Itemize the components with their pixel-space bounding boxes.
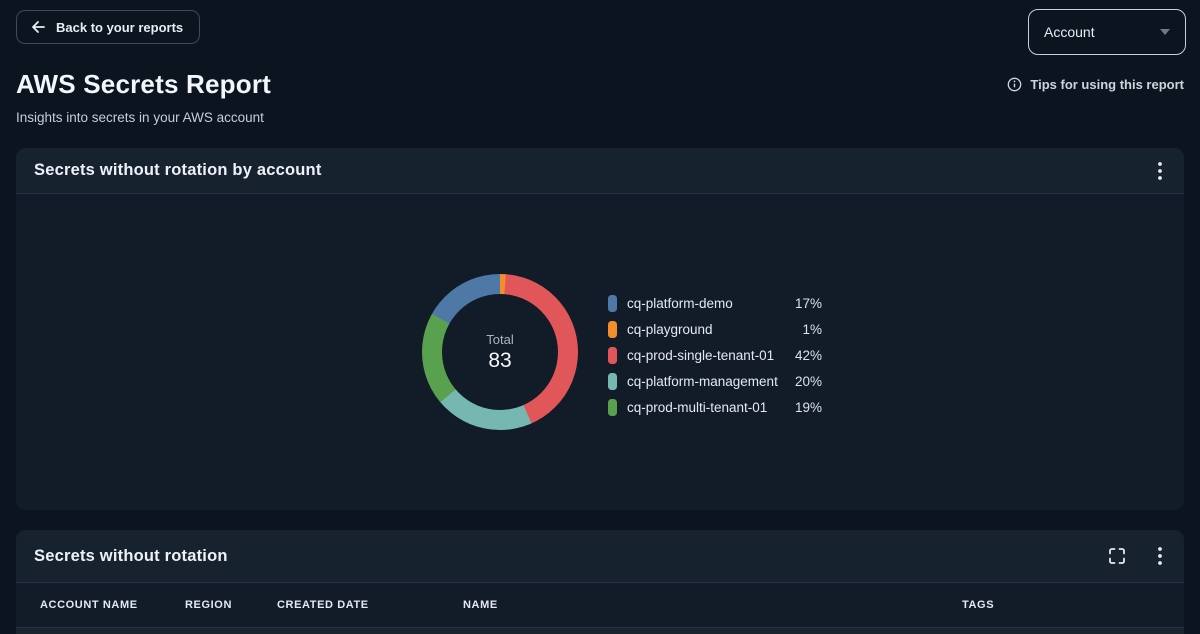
- chart-legend: cq-platform-demo 17% cq-playground 1% cq…: [608, 291, 822, 420]
- legend-label: cq-prod-single-tenant-01: [627, 347, 775, 363]
- kebab-menu-icon: [1158, 161, 1162, 180]
- page-title: AWS Secrets Report: [16, 69, 272, 99]
- chart-card-title: Secrets without rotation by account: [34, 161, 322, 179]
- legend-item[interactable]: cq-playground 1%: [608, 317, 822, 343]
- legend-color-marker: [608, 295, 617, 313]
- info-icon: [1008, 77, 1022, 92]
- legend-percent: 17%: [794, 296, 822, 312]
- expand-button[interactable]: [1104, 543, 1130, 569]
- legend-percent: 20%: [794, 373, 822, 389]
- page-subtitle: Insights into secrets in your AWS accoun…: [16, 110, 264, 125]
- table-header-row: ACCOUNT NAME REGION CREATED DATE NAME TA…: [16, 583, 1184, 628]
- donut-chart[interactable]: Total 83: [422, 274, 578, 430]
- donut-total-value: 83: [488, 348, 512, 372]
- legend-label: cq-prod-multi-tenant-01: [627, 399, 768, 415]
- kebab-menu-icon: [1158, 547, 1162, 565]
- legend-item[interactable]: cq-platform-demo 17%: [608, 291, 822, 317]
- chart-card-header: Secrets without rotation by account: [16, 148, 1184, 194]
- table-card-title: Secrets without rotation: [34, 546, 228, 565]
- account-dropdown-value: Account: [1044, 24, 1095, 40]
- chevron-down-icon: [1160, 29, 1170, 35]
- chart-card-menu-button[interactable]: [1154, 158, 1166, 184]
- legend-label: cq-playground: [627, 322, 713, 338]
- legend-color-marker: [608, 398, 617, 416]
- table-row[interactable]: [16, 628, 1184, 634]
- legend-percent: 1%: [802, 322, 822, 338]
- table-column-header: TAGS: [962, 599, 995, 611]
- table-column-header: REGION: [185, 599, 232, 611]
- account-dropdown[interactable]: Account: [1028, 9, 1186, 55]
- table-card-header: Secrets without rotation: [16, 530, 1184, 583]
- legend-color-marker: [608, 346, 617, 364]
- table-column-header: CREATED DATE: [277, 599, 369, 611]
- donut-center: Total 83: [442, 294, 558, 410]
- legend-item[interactable]: cq-platform-management 20%: [608, 368, 822, 394]
- legend-label: cq-platform-demo: [627, 296, 733, 312]
- back-arrow-icon: [32, 21, 45, 33]
- back-button[interactable]: Back to your reports: [16, 10, 201, 44]
- tips-link[interactable]: Tips for using this report: [1007, 77, 1184, 92]
- table-column-header: ACCOUNT NAME: [40, 599, 138, 611]
- expand-icon: [1109, 548, 1125, 564]
- chart-card-actions: [1154, 158, 1166, 184]
- legend-color-marker: [608, 321, 617, 339]
- legend-item[interactable]: cq-prod-single-tenant-01 42%: [608, 343, 822, 369]
- tips-label: Tips for using this report: [1030, 77, 1184, 92]
- table-card-menu-button[interactable]: [1154, 543, 1166, 569]
- legend-label: cq-platform-management: [627, 373, 778, 389]
- chart-card: Secrets without rotation by account Tota…: [16, 148, 1184, 510]
- table-card-actions: [1104, 543, 1166, 569]
- legend-color-marker: [608, 372, 617, 390]
- back-button-label: Back to your reports: [56, 19, 184, 35]
- legend-percent: 42%: [794, 347, 822, 363]
- legend-percent: 19%: [794, 399, 822, 415]
- legend-item[interactable]: cq-prod-multi-tenant-01 19%: [608, 394, 822, 420]
- table-column-header: NAME: [463, 599, 498, 611]
- donut-total-label: Total: [486, 331, 514, 347]
- table-card: Secrets without rotation ACCO: [16, 530, 1184, 634]
